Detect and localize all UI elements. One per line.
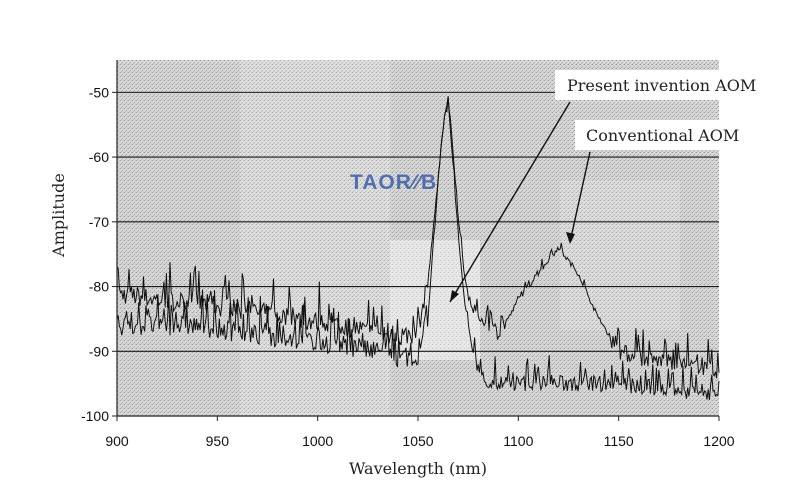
x-tick-label: 1200 xyxy=(703,433,734,449)
arrow-conventional xyxy=(569,151,591,243)
annotation-conventional: Conventional AOM xyxy=(586,126,739,145)
x-tick-label: 950 xyxy=(206,433,230,449)
series-group xyxy=(116,96,720,400)
series-line-lower xyxy=(116,96,720,400)
arrow-present-invention xyxy=(449,101,571,303)
y-axis-label: Amplitude xyxy=(49,173,68,258)
y-tick-label: -80 xyxy=(89,279,109,295)
y-tick-label: -50 xyxy=(89,84,109,100)
arrowhead-present-invention xyxy=(450,290,459,302)
watermark: TAOR∕∕B xyxy=(350,171,437,194)
x-tick-label: 1100 xyxy=(503,433,533,449)
annotations: Present invention AOM Conventional AOM xyxy=(449,70,785,303)
x-tick-label: 900 xyxy=(105,433,129,449)
arrowhead-conventional xyxy=(566,232,575,244)
x-tick-label: 1000 xyxy=(302,433,333,449)
tick-labels: -50 -60 -70 -80 -90 -100 900 950 1000 1050 1100 115… xyxy=(81,84,735,449)
series-line-upper xyxy=(116,96,720,379)
y-tick-label: -70 xyxy=(89,214,109,230)
x-tick-label: 1150 xyxy=(604,433,634,449)
annotation-present-invention: Present invention AOM xyxy=(567,76,756,95)
y-tick-label: -60 xyxy=(89,149,109,165)
x-tick-label: 1050 xyxy=(402,433,433,449)
y-tick-label: -90 xyxy=(89,343,109,359)
y-tick-label: -100 xyxy=(81,408,109,424)
x-axis-label: Wavelength (nm) xyxy=(349,459,487,478)
